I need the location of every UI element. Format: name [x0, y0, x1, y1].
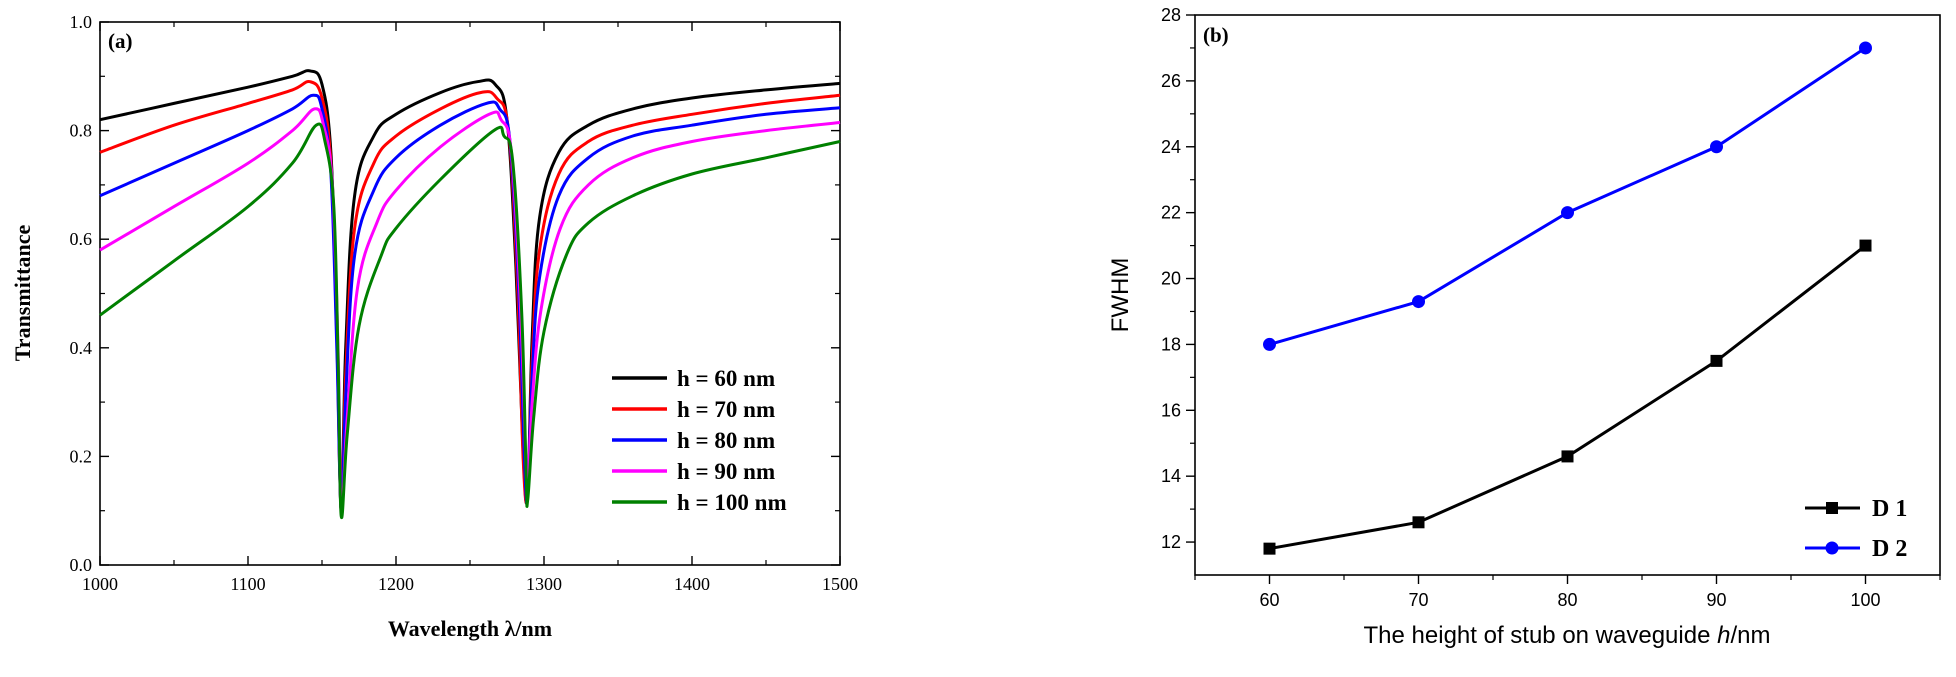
panel-b-series	[1263, 41, 1872, 555]
x-tick-label: 1200	[378, 574, 414, 594]
y-tick-label: 0.0	[70, 555, 93, 575]
data-point-d2	[1710, 140, 1723, 154]
legend: h = 60 nm h = 70 nm h = 80 nm h = 90 nm h = …	[612, 366, 787, 515]
y-tick-label: 28	[1161, 5, 1181, 25]
legend-label: h = 60 nm	[677, 366, 775, 391]
panel-a-ticks: 1000 1100 1200 1300 1400 1500 0.0 0.2 0.4 0.6 0.8 1…	[70, 12, 859, 594]
data-point-d1	[1412, 516, 1425, 529]
data-point-d1	[1859, 239, 1872, 252]
series-line-d2	[1269, 46, 1867, 346]
x-axis-label-text: The height of stub on waveguide	[1364, 622, 1718, 649]
x-tick-label: 1400	[674, 574, 710, 594]
x-axis-label-unit: /nm	[1730, 622, 1770, 649]
series-line-h70	[99, 79, 841, 513]
legend-label: D 2	[1872, 536, 1907, 562]
y-tick-label: 26	[1161, 71, 1181, 91]
x-tick-label: 60	[1259, 590, 1279, 610]
y-tick-label: 22	[1161, 203, 1181, 223]
y-axis-label: Transmittance	[10, 225, 35, 362]
y-tick-label: 1.0	[70, 12, 93, 32]
data-point-d2	[1561, 206, 1574, 220]
panel-a-series	[99, 69, 841, 520]
data-point-d2	[1859, 41, 1872, 55]
legend: D 1 D 2	[1805, 496, 1907, 562]
legend-marker	[1826, 502, 1838, 514]
legend-marker	[1825, 541, 1839, 555]
x-tick-label: 1000	[82, 574, 118, 594]
y-tick-label: 0.2	[70, 446, 93, 466]
data-point-d1	[1561, 450, 1574, 463]
y-tick-label: 0.6	[70, 229, 93, 249]
x-axis-label: Wavelength λ/nm	[388, 616, 552, 641]
x-tick-label: 1300	[526, 574, 562, 594]
x-tick-label: 1500	[822, 574, 858, 594]
data-point-d2	[1412, 295, 1425, 309]
data-point-d1	[1710, 354, 1723, 367]
y-tick-label: 12	[1161, 532, 1181, 552]
x-tick-label: 70	[1408, 590, 1428, 610]
panel-b-ticks: 60 70 80 90 100 12 14 16 18 20 22 24 26 28	[1161, 5, 1941, 610]
legend-label: h = 80 nm	[677, 428, 775, 453]
y-axis-label: FWHM	[1107, 258, 1134, 333]
series-line-h100	[99, 122, 841, 520]
plot-frame	[1194, 14, 1941, 576]
x-tick-label: 80	[1557, 590, 1577, 610]
y-tick-label: 0.8	[70, 121, 93, 141]
panel-b-fwhm-chart: 60 70 80 90 100 12 14 16 18 20 22 24 26 28 (b) The he…	[1107, 5, 1941, 649]
x-tick-label: 100	[1850, 590, 1880, 610]
data-point-d2	[1263, 337, 1276, 351]
legend-label: h = 70 nm	[677, 397, 775, 422]
y-tick-label: 20	[1161, 269, 1181, 289]
panel-label: (a)	[108, 29, 133, 53]
y-tick-label: 0.4	[70, 338, 93, 358]
series-line-h80	[99, 93, 841, 513]
legend-label: h = 100 nm	[677, 490, 787, 515]
panel-label: (b)	[1203, 23, 1229, 47]
series-line-d1	[1269, 244, 1867, 551]
series-line-h60	[99, 69, 841, 513]
y-tick-label: 16	[1161, 400, 1181, 420]
data-point-d1	[1263, 542, 1276, 555]
x-axis-label-italic: h	[1717, 622, 1730, 649]
y-tick-label: 14	[1161, 466, 1181, 486]
legend-label: D 1	[1872, 496, 1907, 522]
panel-a-transmittance-chart: 1000 1100 1200 1300 1400 1500 0.0 0.2 0.4 0.6 0.8 1…	[10, 12, 858, 641]
x-axis-label: The height of stub on waveguide h/nm	[1364, 622, 1771, 649]
x-tick-label: 1100	[230, 574, 265, 594]
legend-label: h = 90 nm	[677, 459, 775, 484]
y-tick-label: 18	[1161, 334, 1181, 354]
y-tick-label: 24	[1161, 137, 1181, 157]
series-line-h90	[99, 107, 841, 514]
x-tick-label: 90	[1706, 590, 1726, 610]
